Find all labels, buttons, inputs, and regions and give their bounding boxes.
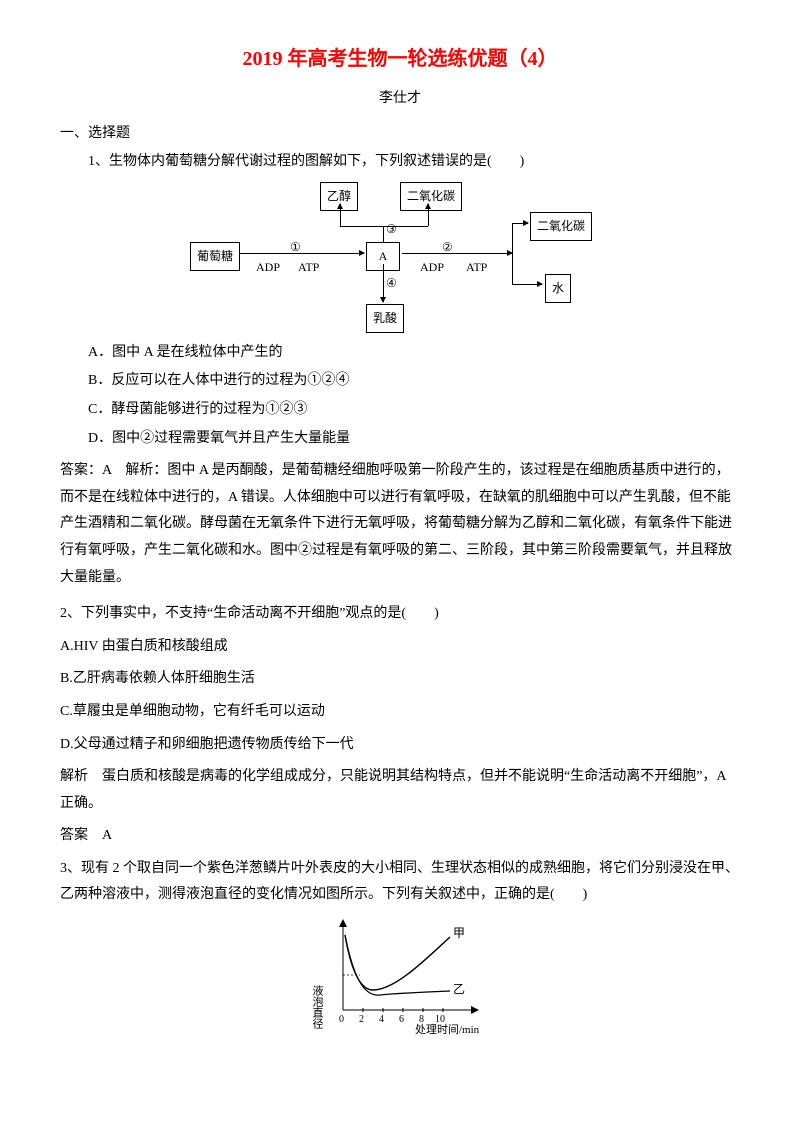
arrow-to-co2top: [428, 204, 429, 226]
svg-text:4: 4: [379, 1014, 384, 1025]
q1-explanation: 答案：A 解析：图中 A 是丙酮酸，是葡萄糖经细胞呼吸第一阶段产生的，该过程是在…: [60, 458, 740, 591]
label-adp1: ADP: [256, 256, 280, 279]
arrow-1: [240, 253, 364, 254]
q3-stem: 3、现有 2 个取自同一个紫色洋葱鳞片叶外表皮的大小相同、生理状态相似的成熟细胞…: [60, 856, 740, 909]
arrow-to-co2r: [512, 223, 528, 224]
arrow-to-water: [512, 284, 542, 285]
split-v: [512, 223, 513, 284]
arrow-2: [402, 253, 512, 254]
box-glucose: 葡萄糖: [190, 242, 240, 271]
q2-explanation: 解析 蛋白质和核酸是病毒的化学组成成分，只能说明其结构特点，但并不能说明“生命活…: [60, 764, 740, 817]
series-b-label: 乙: [453, 982, 465, 996]
q2-answer: 答案 A: [60, 823, 740, 850]
label-atp1: ATP: [298, 256, 319, 279]
q1-option-b: B．反应可以在人体中进行的过程为①②④: [60, 368, 740, 395]
q2-option-a: A.HIV 由蛋白质和核酸组成: [60, 634, 740, 661]
top-stem: [383, 226, 384, 242]
q3-chart: 0 2 4 6 8 10 甲 乙 液泡直径 处理时间/min: [60, 915, 740, 1035]
q1-option-d: D．图中②过程需要氧气并且产生大量能量: [60, 426, 740, 453]
box-lactic: 乳酸: [366, 304, 404, 333]
q2-option-b: B.乙肝病毒依赖人体肝细胞生活: [60, 666, 740, 693]
label-atp2: ATP: [466, 256, 487, 279]
q1-option-c: C．酵母菌能够进行的过程为①②③: [60, 397, 740, 424]
author: 李仕才: [60, 86, 740, 113]
line-chart-svg: 0 2 4 6 8 10 甲 乙 液泡直径 处理时间/min: [305, 915, 495, 1035]
q1-diagram: 葡萄糖 A 乙醇 二氧化碳 乳酸 二氧化碳 水 ① ADP ATP ② ADP …: [60, 182, 740, 332]
q2-option-c: C.草履虫是单细胞动物，它有纤毛可以运动: [60, 699, 740, 726]
box-water: 水: [545, 274, 571, 303]
arrow-to-lactic: [383, 264, 384, 302]
circled-4: ④: [386, 272, 397, 295]
circled-3: ③: [386, 218, 397, 241]
q1-stem: 1、生物体内葡萄糖分解代谢过程的图解如下，下列叙述错误的是( ): [60, 149, 740, 176]
label-adp2: ADP: [420, 256, 444, 279]
y-axis-label: 液泡直径: [311, 984, 324, 1029]
box-co2-top: 二氧化碳: [400, 182, 462, 211]
q2-stem: 2、下列事实中，不支持“生命活动离不开细胞”观点的是( ): [60, 601, 740, 628]
series-a-label: 甲: [453, 926, 465, 940]
q1-option-a: A．图中 A 是在线粒体中产生的: [60, 340, 740, 367]
q2-option-d: D.父母通过精子和卵细胞把遗传物质传给下一代: [60, 732, 740, 759]
page-title: 2019 年高考生物一轮选练优题（4）: [60, 40, 740, 78]
svg-text:6: 6: [399, 1014, 404, 1025]
section-heading: 一、选择题: [60, 121, 740, 148]
x-axis-label: 处理时间/min: [415, 1023, 480, 1035]
arrow-to-ethanol: [340, 204, 341, 226]
box-co2-right: 二氧化碳: [530, 212, 592, 241]
svg-text:2: 2: [359, 1014, 364, 1025]
top-split-h: [340, 226, 428, 227]
svg-text:0: 0: [339, 1014, 344, 1025]
